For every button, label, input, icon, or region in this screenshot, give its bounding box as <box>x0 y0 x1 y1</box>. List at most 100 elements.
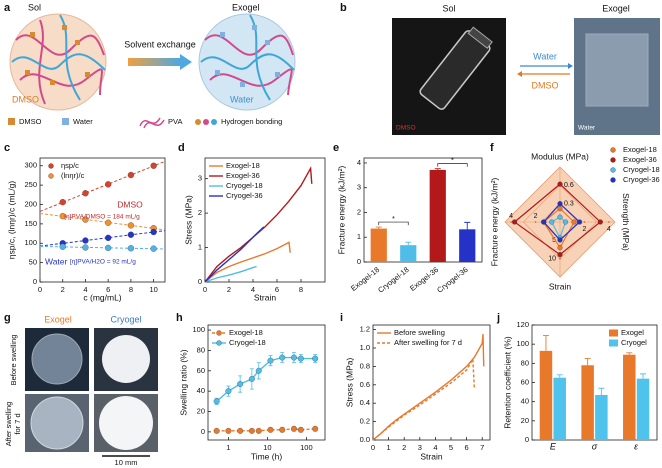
point <box>237 427 244 434</box>
vial <box>419 26 493 110</box>
y-tick-label: 150 <box>24 219 37 228</box>
radar-axis-label: Fracture energy (kJ/m²) <box>489 177 499 266</box>
point <box>312 425 319 432</box>
legend-label: Cryogel-18 <box>229 338 266 347</box>
point <box>549 219 555 225</box>
point <box>557 206 563 212</box>
gel <box>102 335 150 383</box>
y-tick-label: 100 <box>192 325 205 334</box>
legend-label: Exogel-18 <box>226 161 260 170</box>
y-tick-label: 0 <box>525 435 529 444</box>
legend-marker <box>610 167 616 173</box>
x-tick-label: 8 <box>299 285 303 294</box>
point <box>150 245 157 252</box>
gel <box>31 333 83 385</box>
y-axis-label: Stress (MPa) <box>183 195 193 245</box>
x-tick-label: 0 <box>371 443 375 452</box>
error-bar <box>556 374 563 378</box>
legend-marker <box>48 163 54 169</box>
x-tick-label: 5 <box>449 443 453 452</box>
bar <box>623 354 636 440</box>
panel-label: c <box>4 142 10 154</box>
significance-bracket <box>378 221 409 226</box>
point <box>127 222 135 229</box>
annotation: [η]PVA/DMSO = 184 mL/g <box>64 214 140 221</box>
x-tick-label: 2 <box>402 443 406 452</box>
panel-label: h <box>176 312 183 324</box>
y-tick-label: 3 <box>198 174 202 183</box>
arrow <box>128 58 180 66</box>
point <box>213 398 220 405</box>
x-axis-label: Time (h) <box>251 451 282 461</box>
annotation: DMSO <box>117 199 143 209</box>
fit-line <box>39 160 166 212</box>
bar <box>581 365 594 440</box>
legend-label: PVA <box>168 117 182 126</box>
legend-label: Cryogel-36 <box>226 191 263 200</box>
y-tick-label: 0.4 <box>360 398 370 407</box>
dmso-molecules <box>25 25 90 85</box>
point <box>225 388 232 395</box>
point <box>562 219 569 225</box>
x-tick-label: 1 <box>387 443 391 452</box>
point <box>59 212 66 220</box>
arrow-label: DMSO <box>532 80 559 90</box>
y-tick-label: 100 <box>24 238 37 247</box>
y-tick-label: 60 <box>197 366 205 375</box>
point <box>105 234 112 241</box>
x-tick-label: 6 <box>275 285 279 294</box>
point <box>279 354 286 361</box>
bar <box>636 378 650 440</box>
y-tick-label: 3 <box>357 183 361 192</box>
point <box>237 381 244 387</box>
error-bar <box>434 168 441 170</box>
radar-tick <box>583 221 586 223</box>
gel <box>585 33 649 107</box>
point <box>279 426 286 433</box>
y-tick-label: 120 <box>516 320 529 329</box>
y-tick-label: 0.8 <box>360 361 370 370</box>
x-tick-label: 4 <box>83 285 87 294</box>
point <box>541 219 547 225</box>
significance-bracket <box>437 163 468 167</box>
plot-frame <box>39 157 166 283</box>
row-label: for 7 d <box>13 413 22 434</box>
annotation: Water <box>45 256 68 266</box>
error-bar <box>542 335 549 351</box>
series-line <box>216 428 316 432</box>
panel-a: a Sol Exogel Solvent exchange DMSO Water… <box>4 2 296 129</box>
point <box>127 231 135 238</box>
title: Sol <box>28 2 41 12</box>
arrow-label: Solvent exchange <box>124 39 196 49</box>
panel-label: e <box>333 142 339 154</box>
legend-label: Cryogel-18 <box>623 165 660 174</box>
y-tick-label: 40 <box>197 386 205 395</box>
point <box>150 162 157 169</box>
y-tick-label: 1.0 <box>360 343 370 352</box>
point <box>127 171 135 179</box>
bar <box>459 229 476 262</box>
y-tick-label: 0 <box>357 257 361 266</box>
legend-icon <box>139 117 165 129</box>
error-bar <box>640 373 647 379</box>
arrow-head <box>180 54 192 70</box>
y-tick-label: 0 <box>198 277 202 286</box>
fit-line <box>39 230 166 247</box>
point <box>248 427 255 434</box>
series-line <box>204 265 257 283</box>
scale-label: 10 mm <box>115 458 138 467</box>
y-tick-label: 250 <box>24 180 37 189</box>
point <box>82 190 89 197</box>
legend-label: Exogel-18 <box>229 328 263 337</box>
plot-frame <box>204 157 326 283</box>
legend-label: Exogel <box>621 328 644 337</box>
point <box>297 355 304 362</box>
panel-label: b <box>340 2 347 14</box>
radar-tick-label: 2 <box>582 226 586 233</box>
error-bar <box>375 226 382 229</box>
legend-marker <box>216 340 222 346</box>
y-axis-label: Retention coefficient (%) <box>502 336 512 429</box>
plot-frame <box>372 324 491 441</box>
